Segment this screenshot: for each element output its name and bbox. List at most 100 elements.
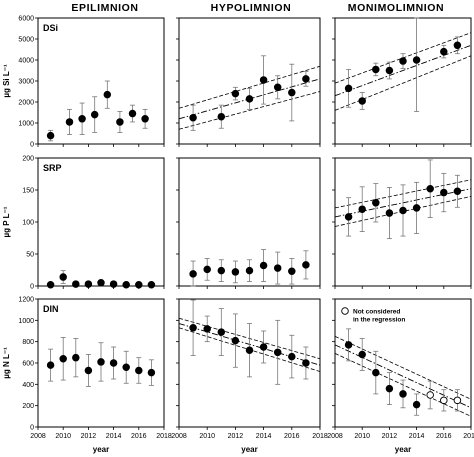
panel-din-monimolimnion: 2008 2010 2012 2014 2016 2018 Not consideredin… xyxy=(327,298,474,440)
x-axis-label: year xyxy=(93,445,109,454)
x-tick-label: 2008 xyxy=(30,433,46,440)
y-tick-label: 1000 xyxy=(18,318,34,325)
data-point xyxy=(372,65,380,74)
data-point xyxy=(109,359,118,367)
data-point xyxy=(135,366,143,375)
data-point xyxy=(358,350,366,359)
y-tick-label: 600 xyxy=(22,361,34,368)
data-point-excluded xyxy=(426,391,434,399)
y-tick-label: 200 xyxy=(22,156,34,163)
y-tick-label: 150 xyxy=(22,188,34,195)
data-point xyxy=(259,343,268,351)
data-point xyxy=(103,90,112,99)
data-point xyxy=(245,346,254,354)
data-point xyxy=(231,268,240,276)
data-point xyxy=(109,280,118,288)
column-title-hypolimnion: HYPOLIMNION xyxy=(211,2,292,14)
data-point xyxy=(288,267,296,276)
x-tick-label: 2016 xyxy=(436,433,452,440)
data-point xyxy=(141,115,149,123)
data-point xyxy=(217,266,226,275)
x-axis-label: year xyxy=(241,445,257,454)
y-tick-label: 0 xyxy=(30,284,34,291)
panel-dsi-hypolimnion xyxy=(176,17,321,147)
data-point xyxy=(135,280,143,289)
data-point xyxy=(412,56,421,64)
data-point xyxy=(245,266,254,275)
panel-srp-epilimnion: 0 50 100 150 200 SRP xyxy=(22,156,165,291)
panel-dsi-epilimnion: 0 1000 2000 3000 4000 5000 6000 DSi xyxy=(18,16,165,149)
data-point xyxy=(46,131,55,140)
x-tick-label: 2014 xyxy=(256,433,272,440)
confidence-band-upper xyxy=(178,65,321,109)
data-point xyxy=(302,359,310,367)
data-point xyxy=(440,188,448,197)
data-point xyxy=(217,112,226,121)
data-point xyxy=(147,280,156,289)
x-tick-label: 2008 xyxy=(171,433,187,440)
data-point xyxy=(302,75,310,83)
data-point xyxy=(84,280,93,288)
data-point xyxy=(189,270,197,278)
data-point xyxy=(259,76,268,84)
data-point xyxy=(412,400,421,409)
data-point xyxy=(203,265,211,274)
y-tick-label: 2000 xyxy=(18,100,34,107)
data-point xyxy=(231,336,240,345)
data-point xyxy=(128,109,137,118)
column-title-epilimnion: EPILIMNION xyxy=(71,2,138,14)
x-tick-label: 2008 xyxy=(327,433,343,440)
y-tick-label: 800 xyxy=(22,339,34,346)
data-point xyxy=(385,384,394,393)
y-tick-label: 400 xyxy=(22,382,34,389)
panel-label-dsi: DSi xyxy=(43,23,58,33)
data-point xyxy=(399,57,407,65)
data-point xyxy=(288,88,296,97)
panel-srp-hypolimnion xyxy=(176,157,321,289)
data-point xyxy=(122,280,130,289)
y-tick-label: 200 xyxy=(22,403,34,410)
panel-dsi-monimolimnion xyxy=(332,17,472,147)
y-tick-label: 4000 xyxy=(18,58,34,65)
data-point xyxy=(344,84,353,93)
data-point xyxy=(231,89,240,98)
panel-label-din: DIN xyxy=(43,304,59,314)
x-tick-label: 2014 xyxy=(106,433,122,440)
data-point xyxy=(302,261,310,269)
data-point xyxy=(59,354,67,363)
data-point xyxy=(273,348,282,357)
data-point xyxy=(217,328,226,336)
x-tick-label: 2014 xyxy=(409,433,425,440)
data-point xyxy=(116,118,124,126)
data-point xyxy=(65,118,74,126)
legend-marker xyxy=(341,307,349,315)
x-tick-label: 2018 xyxy=(463,433,474,440)
data-point xyxy=(273,83,282,92)
data-point xyxy=(84,366,93,375)
y-axis-label-srp: µg P L⁻¹ xyxy=(2,206,11,237)
data-point xyxy=(440,47,448,56)
data-point xyxy=(59,273,67,281)
data-point xyxy=(426,184,434,193)
data-point-excluded xyxy=(440,396,448,405)
data-point xyxy=(385,66,394,75)
data-point xyxy=(372,199,380,207)
data-point-excluded xyxy=(453,396,462,405)
x-tick-label: 2016 xyxy=(131,433,147,440)
panel-frame xyxy=(334,17,472,145)
x-tick-label: 2010 xyxy=(55,433,71,440)
x-tick-label: 2012 xyxy=(81,433,97,440)
y-tick-label: 6000 xyxy=(18,16,34,23)
data-point xyxy=(203,325,211,333)
x-axis-label: year xyxy=(395,445,411,454)
panel-din-hypolimnion: 2008 2010 2012 2014 2016 2018 xyxy=(171,298,328,440)
regression-line xyxy=(334,344,472,409)
panel-srp-monimolimnion xyxy=(332,157,472,289)
regression-line xyxy=(334,44,472,97)
data-point xyxy=(97,358,105,366)
y-tick-label: 100 xyxy=(22,220,34,227)
confidence-band-lower xyxy=(334,55,472,111)
panel-frame xyxy=(37,157,165,287)
y-tick-label: 1200 xyxy=(18,297,34,304)
